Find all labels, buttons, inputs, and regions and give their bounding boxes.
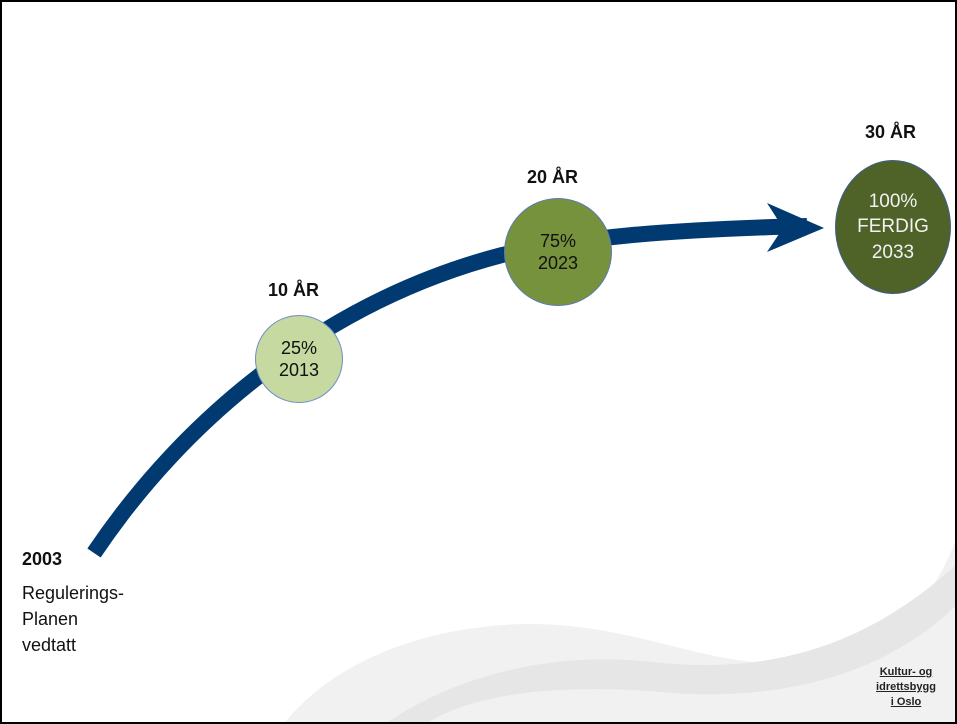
milestone-30-status: FERDIG: [857, 216, 929, 238]
milestone-30-label: 30 ÅR: [865, 122, 917, 142]
timeline-arrow-shaft: [87, 218, 808, 558]
milestone-10-label: 10 ÅR: [268, 280, 320, 300]
start-line-3: vedtatt: [22, 635, 77, 655]
start-line-1: Regulerings-: [22, 583, 125, 603]
milestone-20-label: 20 ÅR: [527, 167, 579, 187]
start-description: Regulerings- Planen vedtatt: [22, 580, 124, 658]
milestone-30-circle: 100% FERDIG 2033: [835, 160, 951, 294]
milestone-10-year: 2013: [278, 360, 320, 380]
milestone-30-percent: 100%: [868, 190, 918, 212]
company-logo: Kultur- og idrettsbygg i Oslo: [866, 665, 946, 710]
milestone-10-circle: 25% 2013: [255, 315, 343, 403]
milestone-30-year: 2033: [871, 241, 915, 263]
milestone-10-percent: 25%: [280, 337, 318, 358]
milestone-20-percent: 75%: [539, 230, 577, 251]
decorative-swoosh-highlight: [388, 565, 955, 722]
milestone-20-year: 2023: [537, 253, 579, 273]
timeline-arrow-head: [767, 203, 824, 252]
logo-line-1: Kultur- og: [879, 666, 933, 678]
logo-line-3: i Oslo: [890, 696, 922, 708]
decorative-swoosh: [285, 542, 955, 722]
logo-line-2: idrettsbygg: [876, 681, 936, 693]
milestone-20-circle: 75% 2023: [504, 198, 612, 306]
start-line-2: Planen: [22, 609, 79, 629]
start-year: 2003: [22, 549, 63, 569]
